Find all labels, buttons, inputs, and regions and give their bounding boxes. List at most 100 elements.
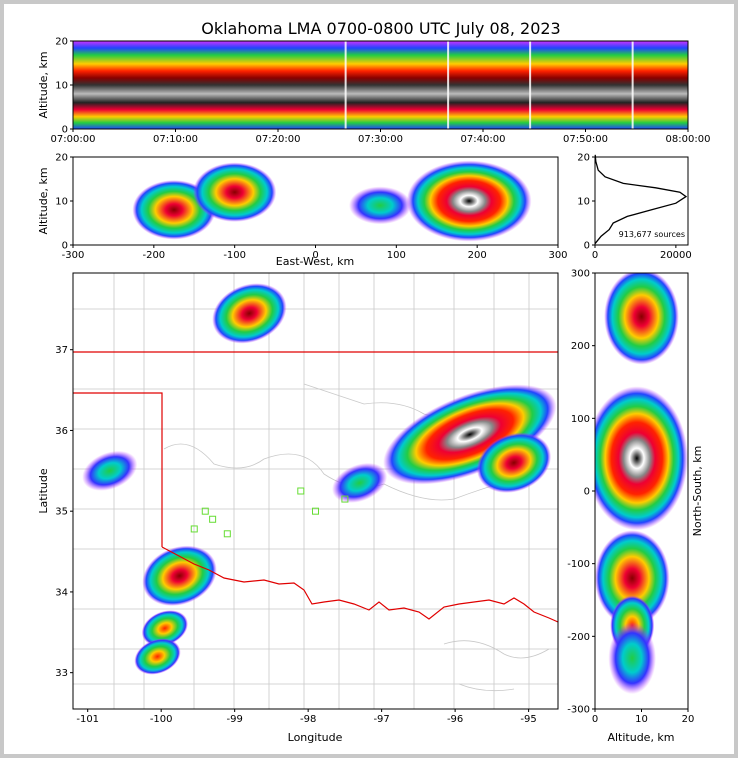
altitude-time-gap [344, 41, 347, 129]
altitude-east-west-panel: -300 -200 -100 0 100 200 300 0 10 20 Altitude, k… [37, 153, 568, 269]
altitude-time-gap [631, 41, 634, 129]
altitude-east-west-ylabel: Altitude, km [37, 167, 50, 234]
plan-view-source-cluster [141, 610, 188, 647]
north-south-source-cluster [604, 273, 679, 365]
altitude-north-south-xlabel: Altitude, km [607, 731, 674, 744]
east-west-source-cluster [348, 186, 412, 225]
plan-view-source-cluster [476, 432, 552, 493]
plan-view-ylabel: Latitude [37, 468, 50, 514]
plan-view-y-tick-label: 35 [55, 507, 68, 518]
altitude-time-x-tick-label: 07:40:00 [461, 134, 506, 145]
altitude-time-y-tick-label: 0 [62, 125, 68, 136]
north-south-source-cluster [608, 622, 656, 695]
county-grid [73, 273, 558, 709]
altitude-east-west-x-tick-label: 0 [312, 250, 318, 261]
plan-view-x-tick-label: -99 [226, 714, 242, 725]
altitude-histogram-line [594, 154, 688, 245]
altitude-histogram-y-tick-label: 0 [584, 241, 590, 252]
altitude-time-x-tick-label: 07:30:00 [358, 134, 403, 145]
altitude-north-south-y-tick-label: 100 [571, 414, 590, 425]
plan-view-y-tick-label: 34 [55, 587, 68, 598]
plan-view-x-tick-label: -95 [520, 714, 536, 725]
altitude-east-west-x-ticks: -300 -200 -100 0 100 200 300 [62, 245, 568, 261]
altitude-histogram-y-tick-label: 10 [577, 197, 590, 208]
state-borders [73, 351, 558, 623]
altitude-east-west-y-ticks: 0 10 20 [55, 153, 73, 252]
altitude-north-south-y-ticks: -300 -200 -100 0 100 200 300 [567, 269, 595, 716]
east-west-source-cluster [193, 162, 277, 222]
plan-view-source-cluster [212, 283, 287, 344]
altitude-time-panel: 07:00:00 07:10:00 07:20:00 07:30:00 07:40:00… [37, 37, 710, 146]
altitude-north-south-y-tick-label: 200 [571, 341, 590, 352]
plan-view-source-cluster [82, 450, 138, 491]
lma-station-marker [341, 495, 349, 503]
lma-figure: Oklahoma LMA 0700-0800 UTC July 08, 2023… [37, 19, 710, 745]
plan-view-x-tick-label: -98 [300, 714, 316, 725]
plan-view-x-tick-label: -100 [150, 714, 173, 725]
altitude-east-west-x-tick-label: -200 [142, 250, 165, 261]
altitude-histogram-x-ticks: 0 20000 [592, 245, 692, 261]
altitude-north-south-blobs [595, 273, 688, 695]
plan-view-panel: -101 -100 -99 -98 -97 -96 -95 33 34 35 36 37 Longi… [37, 272, 559, 744]
altitude-north-south-panel: 0 10 20 -300 -200 -100 0 100 200 300 Altitude, k… [567, 269, 704, 745]
plan-view-y-ticks: 33 34 35 36 37 [55, 345, 73, 679]
altitude-time-x-tick-label: 07:50:00 [563, 134, 608, 145]
chart-title: Oklahoma LMA 0700-0800 UTC July 08, 2023 [201, 19, 560, 38]
altitude-time-x-ticks: 07:00:00 07:10:00 07:20:00 07:30:00 07:40:00… [51, 129, 711, 145]
altitude-north-south-ylabel: North-South, km [691, 446, 704, 537]
altitude-north-south-y-tick-label: 300 [571, 269, 590, 280]
altitude-north-south-y-tick-label: 0 [584, 487, 590, 498]
lma-station-marker [312, 507, 319, 515]
altitude-east-west-blobs [132, 160, 532, 242]
altitude-histogram-panel: 0 20000 0 10 20 913,677 sources [577, 153, 692, 262]
altitude-north-south-y-tick-label: -300 [567, 705, 590, 716]
altitude-north-south-x-tick-label: 20 [682, 714, 695, 725]
lma-station-marker [190, 525, 198, 533]
altitude-time-gap [447, 41, 450, 129]
plan-view-blobs [82, 283, 557, 675]
north-south-source-cluster [595, 386, 688, 531]
plan-view-x-ticks: -101 -100 -99 -98 -97 -96 -95 [76, 709, 537, 725]
altitude-north-south-y-tick-label: -200 [567, 632, 590, 643]
altitude-east-west-xlabel: East-West, km [276, 255, 354, 268]
altitude-time-x-tick-label: 08:00:00 [666, 134, 711, 145]
lma-station-marker [297, 487, 305, 495]
altitude-east-west-x-tick-label: -300 [62, 250, 85, 261]
altitude-histogram-x-tick-label: 0 [592, 250, 598, 261]
plan-view-xlabel: Longitude [288, 731, 343, 744]
altitude-east-west-x-tick-label: -100 [223, 250, 246, 261]
altitude-east-west-x-tick-label: 100 [387, 250, 406, 261]
plan-view-source-cluster [142, 545, 217, 606]
altitude-east-west-y-tick-label: 0 [62, 241, 68, 252]
altitude-time-x-tick-label: 07:00:00 [51, 134, 96, 145]
plan-view-source-cluster [332, 462, 388, 503]
altitude-time-y-tick-label: 10 [55, 81, 68, 92]
altitude-time-x-tick-label: 07:20:00 [256, 134, 301, 145]
plan-view-axes [72, 272, 559, 710]
altitude-time-gaps [344, 41, 634, 129]
plan-view-y-tick-label: 33 [55, 668, 68, 679]
altitude-east-west-x-tick-label: 300 [548, 250, 567, 261]
plan-view-stations [190, 487, 349, 538]
altitude-time-gap [529, 41, 532, 129]
altitude-time-y-tick-label: 20 [55, 37, 68, 48]
altitude-time-band [73, 41, 688, 129]
altitude-time-ylabel: Altitude, km [37, 51, 50, 118]
lma-station-marker [223, 530, 231, 538]
altitude-east-west-x-tick-label: 200 [468, 250, 487, 261]
altitude-histogram-y-ticks: 0 10 20 [577, 153, 595, 252]
plan-view-x-tick-label: -97 [373, 714, 389, 725]
plan-view-y-tick-label: 37 [55, 345, 68, 356]
altitude-time-y-ticks: 0 10 20 [55, 37, 73, 136]
figure-frame: Oklahoma LMA 0700-0800 UTC July 08, 2023… [4, 4, 734, 754]
plan-view-x-tick-label: -101 [76, 714, 99, 725]
source-count-annotation: 913,677 sources [619, 230, 685, 239]
north-south-source-cluster [595, 530, 670, 627]
lma-station-marker [209, 515, 217, 523]
plan-view-source-cluster [134, 638, 181, 675]
altitude-east-west-y-tick-label: 10 [55, 197, 68, 208]
east-west-source-cluster [406, 160, 532, 242]
altitude-north-south-x-ticks: 0 10 20 [592, 709, 695, 725]
lma-station-marker [201, 507, 209, 515]
altitude-histogram-x-tick-label: 20000 [660, 250, 692, 261]
